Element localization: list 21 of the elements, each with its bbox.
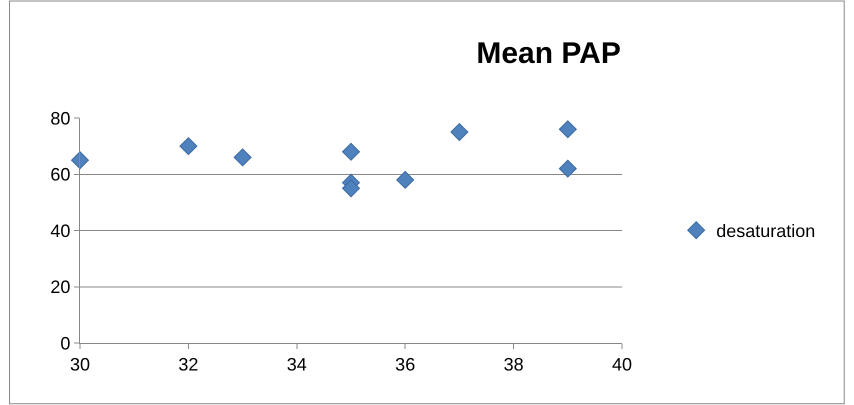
x-tick-label: 40 <box>612 354 632 375</box>
point <box>396 170 414 189</box>
chart-title: Mean PAP <box>476 37 621 70</box>
point <box>342 179 360 198</box>
x-tick-label: 34 <box>286 354 307 375</box>
point <box>234 148 252 166</box>
y-tick-label: 40 <box>50 220 70 241</box>
point <box>558 160 577 178</box>
point <box>450 123 468 142</box>
point <box>558 120 577 138</box>
y-tick-label: 20 <box>50 277 70 298</box>
point <box>342 142 360 161</box>
x-tick-label: 38 <box>504 354 524 375</box>
legend-label: desaturation <box>716 221 816 242</box>
x-tick-label: 32 <box>178 354 198 375</box>
y-tick-label: 0 <box>60 333 70 354</box>
y-tick-label: 60 <box>50 164 70 185</box>
x-tick-label: 30 <box>70 354 90 375</box>
x-tick-label: 36 <box>395 354 416 375</box>
y-tick-label: 80 <box>50 108 70 128</box>
point <box>179 137 198 156</box>
